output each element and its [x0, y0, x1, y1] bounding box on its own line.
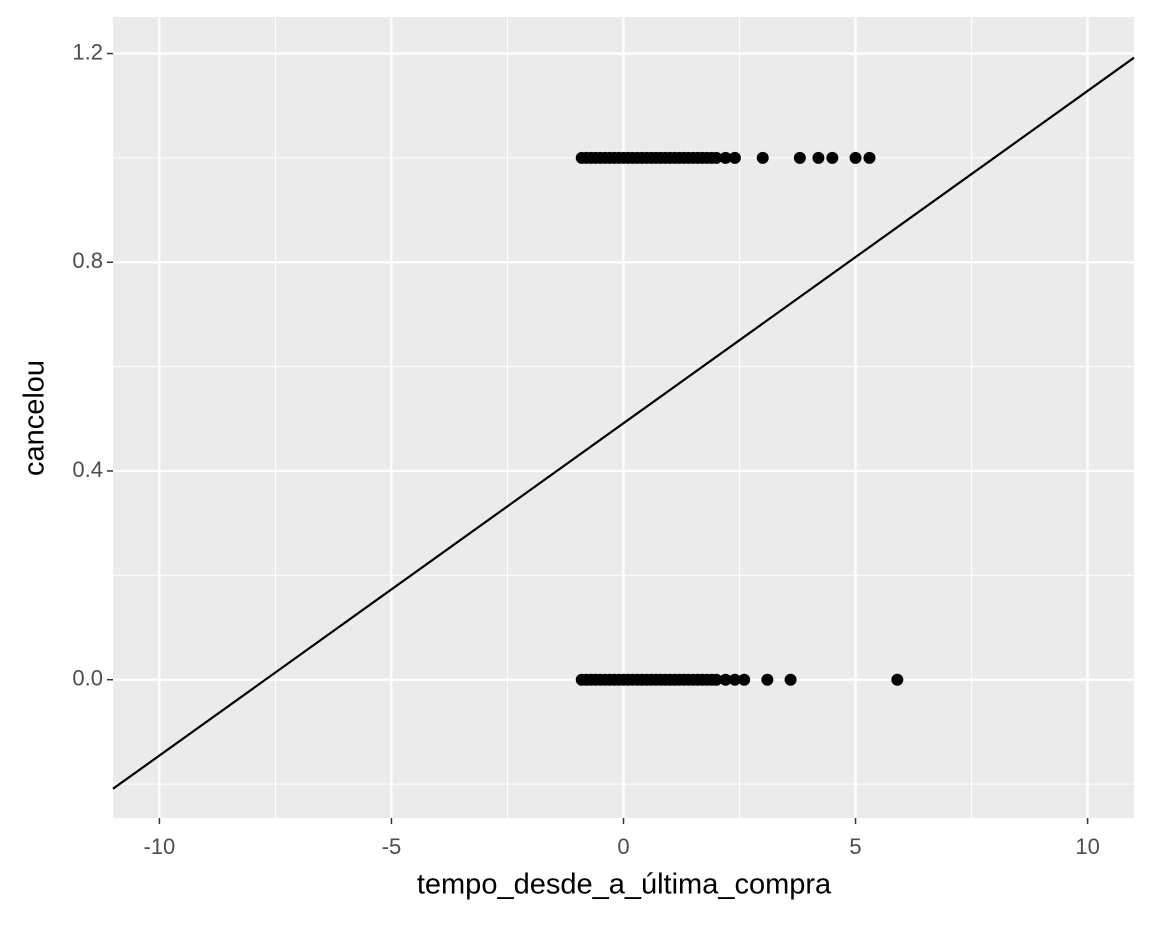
y-axis-label: cancelou: [19, 360, 51, 476]
point: [728, 151, 741, 164]
point: [863, 151, 876, 164]
x-tick-label: 0: [617, 834, 629, 859]
point: [784, 673, 797, 686]
point: [812, 151, 825, 164]
point: [826, 151, 839, 164]
point: [756, 151, 769, 164]
y-tick-label: 0.4: [72, 457, 103, 482]
x-axis-label: tempo_desde_a_última_compra: [417, 869, 832, 901]
point: [793, 151, 806, 164]
point: [710, 673, 723, 686]
point: [719, 151, 732, 164]
point: [719, 673, 732, 686]
fit-line: [112, 56, 1135, 790]
point: [891, 673, 904, 686]
x-tick-label: -5: [382, 834, 402, 859]
y-tick-label: 0.0: [72, 666, 103, 691]
point: [849, 151, 862, 164]
y-tick-label: 1.2: [72, 39, 103, 64]
x-tick-label: 10: [1075, 834, 1099, 859]
point: [761, 673, 774, 686]
x-tick-label: 5: [849, 834, 861, 859]
y-tick-label: 0.8: [72, 248, 103, 273]
point: [738, 673, 751, 686]
point: [710, 151, 723, 164]
x-tick-label: -10: [144, 834, 176, 859]
point: [728, 673, 741, 686]
